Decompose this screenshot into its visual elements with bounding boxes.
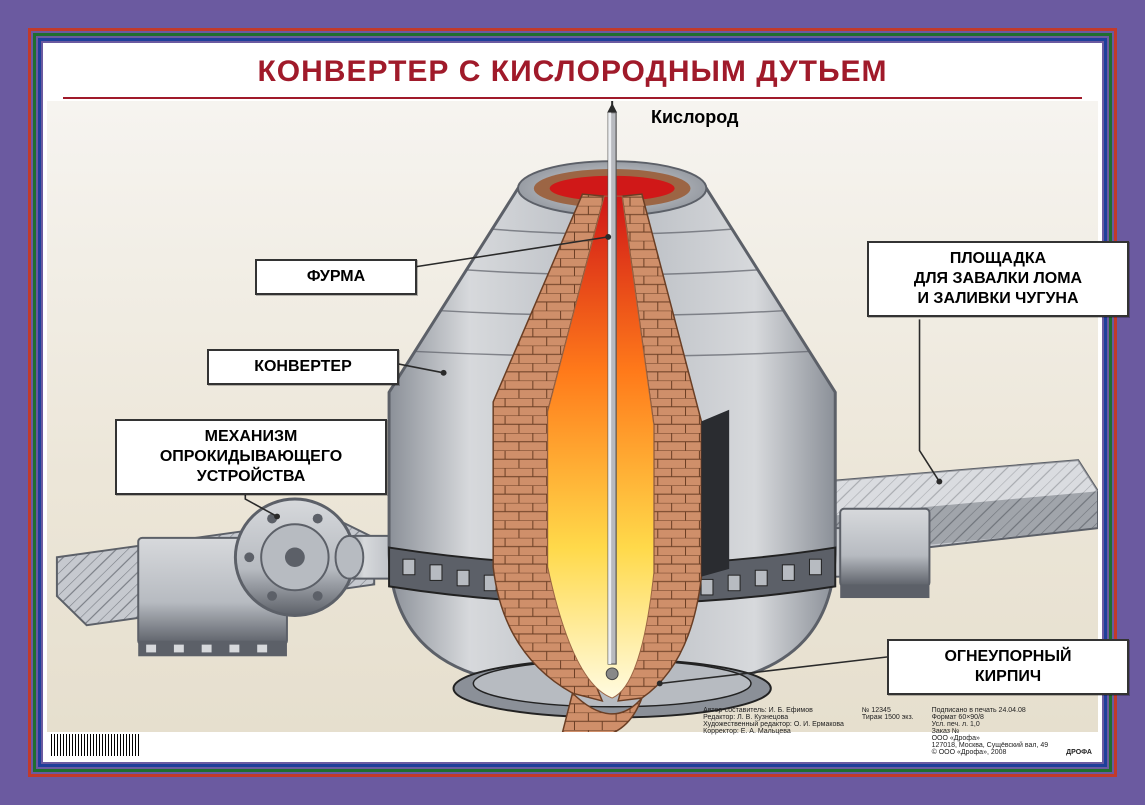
footer-col-3: Подписано в печать 24.04.08 Формат 60×90…: [932, 707, 1049, 756]
poster-inner: КОНВЕРТЕР С КИСЛОРОДНЫМ ДУТЬЕМ Кислород …: [43, 43, 1102, 762]
poster-frame: КОНВЕРТЕР С КИСЛОРОДНЫМ ДУТЬЕМ Кислород …: [0, 0, 1145, 805]
barcode: [51, 734, 141, 756]
label-converter: КОНВЕРТЕР: [207, 349, 399, 385]
label-platform: ПЛОЩАДКА ДЛЯ ЗАВАЛКИ ЛОМА И ЗАЛИВКИ ЧУГУ…: [867, 241, 1129, 317]
diagram-stage: Кислород ФУРМА КОНВЕРТЕР МЕХАНИЗМ ОПРОКИ…: [47, 101, 1098, 732]
border-outer: КОНВЕРТЕР С КИСЛОРОДНЫМ ДУТЬЕМ Кислород …: [28, 28, 1117, 777]
label-refractory: ОГНЕУПОРНЫЙ КИРПИЧ: [887, 639, 1129, 695]
footer-col-2: № 12345 Тираж 1500 экз.: [862, 707, 914, 756]
footer-col-1: Автор-составитель: И. Б. Ефимов Редактор…: [703, 707, 844, 756]
title-rule: [63, 97, 1082, 99]
label-tuyere: ФУРМА: [255, 259, 417, 295]
border-mid: КОНВЕРТЕР С КИСЛОРОДНЫМ ДУТЬЕМ Кислород …: [33, 33, 1112, 772]
oxygen-label: Кислород: [651, 107, 738, 128]
footer: Автор-составитель: И. Б. Ефимов Редактор…: [703, 707, 1092, 756]
label-tilting: МЕХАНИЗМ ОПРОКИДЫВАЮЩЕГО УСТРОЙСТВА: [115, 419, 387, 495]
footer-logo: ДРОФА: [1066, 749, 1092, 756]
poster-title: КОНВЕРТЕР С КИСЛОРОДНЫМ ДУТЬЕМ: [43, 55, 1102, 89]
border-inner: КОНВЕРТЕР С КИСЛОРОДНЫМ ДУТЬЕМ Кислород …: [38, 38, 1107, 767]
